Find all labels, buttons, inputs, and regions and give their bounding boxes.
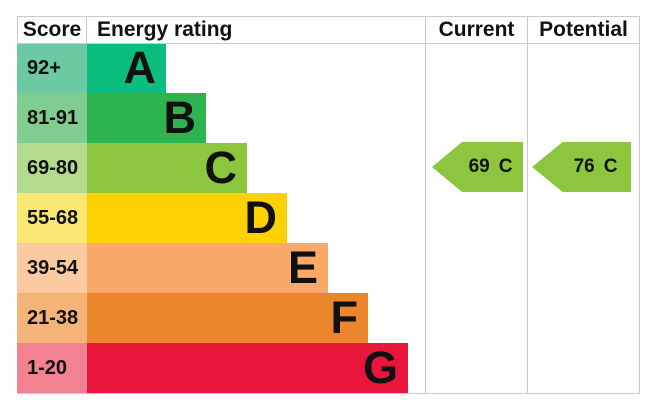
current-column-left-border xyxy=(425,16,426,394)
potential-column-header: Potential xyxy=(539,18,628,41)
potential-rating-letter: C xyxy=(603,156,618,177)
table-bottom-border xyxy=(17,393,640,394)
rating-bands: 92+ A 81-91 B 69-80 C 55-68 D 39-54 E 21… xyxy=(17,43,408,393)
band-row-f: 21-38 F xyxy=(17,293,408,343)
score-range-cell: 69-80 xyxy=(17,143,87,193)
rating-bar: F xyxy=(87,293,368,343)
score-range-cell: 81-91 xyxy=(17,93,87,143)
energy-rating-column-header: Energy rating xyxy=(97,18,233,41)
band-row-d: 55-68 D xyxy=(17,193,408,243)
score-range-cell: 92+ xyxy=(17,43,87,93)
current-column-header: Current xyxy=(438,18,515,41)
rating-bar: B xyxy=(87,93,206,143)
potential-score-value: 76 xyxy=(573,156,595,177)
header-divider-line xyxy=(17,43,640,44)
score-range-cell: 39-54 xyxy=(17,243,87,293)
rating-bar: G xyxy=(87,343,408,393)
score-header-right-border xyxy=(86,16,87,43)
band-row-a: 92+ A xyxy=(17,43,408,93)
potential-rating-arrow: 76 C xyxy=(532,142,631,192)
current-rating-letter: C xyxy=(498,156,513,177)
band-row-b: 81-91 B xyxy=(17,93,408,143)
table-top-border xyxy=(17,16,640,17)
table-right-border xyxy=(639,16,640,394)
rating-bar: D xyxy=(87,193,287,243)
current-rating-arrow: 69 C xyxy=(432,142,523,192)
potential-column-left-border xyxy=(527,16,528,394)
band-row-e: 39-54 E xyxy=(17,243,408,293)
rating-bar: E xyxy=(87,243,328,293)
band-row-c: 69-80 C xyxy=(17,143,408,193)
score-range-cell: 1-20 xyxy=(17,343,87,393)
rating-bar: A xyxy=(87,43,166,93)
rating-bar: C xyxy=(87,143,247,193)
score-header-left-border xyxy=(17,16,18,43)
score-range-cell: 21-38 xyxy=(17,293,87,343)
score-column-header: Score xyxy=(22,18,82,41)
band-row-g: 1-20 G xyxy=(17,343,408,393)
current-score-value: 69 xyxy=(468,156,490,177)
score-range-cell: 55-68 xyxy=(17,193,87,243)
